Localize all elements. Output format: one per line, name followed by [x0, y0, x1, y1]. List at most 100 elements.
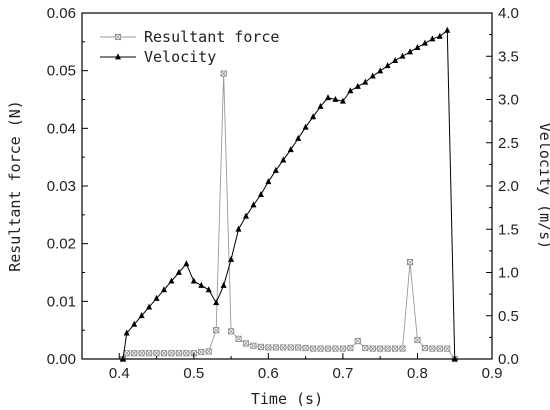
y-right-tick-label: 4.0: [498, 5, 519, 22]
data-point-velocity: [146, 303, 153, 310]
y-right-tick-label: 0.5: [498, 308, 519, 325]
y-axis-right-title: Velocity (m/s): [536, 123, 550, 249]
data-point-resultant-force: [280, 344, 287, 351]
data-point-resultant-force: [220, 70, 227, 77]
data-point-velocity: [414, 44, 421, 50]
data-point-resultant-force: [198, 349, 205, 356]
data-point-velocity: [354, 82, 361, 89]
data-point-velocity: [295, 134, 302, 141]
data-point-velocity: [131, 320, 138, 327]
legend-marker-triangle: [115, 53, 121, 60]
legend-marker-square: [114, 33, 122, 41]
data-point-resultant-force: [444, 345, 451, 352]
series-layer: [119, 26, 458, 363]
legend: Resultant force Velocity: [100, 28, 279, 66]
data-point-velocity: [377, 67, 384, 74]
data-point-resultant-force: [429, 345, 436, 352]
data-point-velocity: [161, 286, 167, 293]
data-point-velocity: [205, 286, 212, 293]
data-point-velocity: [153, 294, 160, 301]
data-point-velocity: [265, 178, 272, 185]
data-point-velocity: [436, 32, 443, 39]
data-point-velocity: [302, 123, 309, 130]
data-point-resultant-force: [213, 327, 220, 334]
data-point-velocity: [190, 277, 197, 284]
x-tick-label: 0.4: [109, 365, 130, 382]
data-point-velocity: [123, 329, 130, 336]
data-point-velocity: [369, 72, 376, 79]
data-point-velocity: [250, 201, 257, 208]
data-point-velocity: [421, 39, 428, 46]
data-point-resultant-force: [324, 345, 332, 352]
data-point-velocity: [325, 94, 331, 101]
data-point-resultant-force: [205, 348, 212, 355]
data-point-resultant-force: [146, 350, 153, 357]
data-point-resultant-force: [153, 350, 160, 357]
data-point-resultant-force: [183, 350, 190, 357]
x-axis-title: Time (s): [251, 390, 323, 408]
data-point-resultant-force: [175, 350, 182, 357]
data-point-velocity: [362, 78, 369, 85]
data-point-resultant-force: [332, 345, 339, 352]
y-left-tick-label: 0.06: [47, 5, 76, 22]
data-point-resultant-force: [317, 345, 324, 352]
data-point-resultant-force: [228, 328, 235, 335]
data-point-resultant-force: [421, 344, 428, 352]
data-point-resultant-force: [235, 335, 242, 342]
data-point-resultant-force: [257, 343, 264, 350]
y-right-tick-label: 2.5: [498, 135, 519, 152]
data-point-resultant-force: [131, 350, 138, 357]
data-point-velocity: [220, 281, 227, 288]
data-point-resultant-force: [377, 345, 384, 352]
data-point-resultant-force: [168, 350, 175, 357]
data-point-resultant-force: [272, 344, 279, 351]
x-tick-label: 0.8: [407, 365, 428, 382]
data-point-velocity: [444, 26, 451, 33]
data-point-resultant-force: [265, 344, 272, 351]
data-point-velocity: [168, 277, 175, 284]
data-point-resultant-force: [138, 350, 145, 357]
data-point-velocity: [213, 299, 220, 306]
y-right-tick-label: 1.5: [498, 221, 519, 238]
y-right-tick-label: 3.0: [498, 92, 519, 109]
data-point-resultant-force: [160, 350, 168, 357]
legend-label-resultant-force: Resultant force: [144, 28, 279, 46]
data-point-velocity: [429, 35, 436, 42]
data-point-resultant-force: [347, 344, 354, 352]
data-point-resultant-force: [392, 345, 399, 352]
y-left-tick-label: 0.04: [47, 120, 76, 137]
data-point-velocity: [347, 87, 354, 94]
x-tick-label: 0.5: [183, 365, 204, 382]
y-left-tick-label: 0.02: [47, 236, 76, 253]
y-right-tick-label: 3.5: [498, 48, 519, 65]
data-point-resultant-force: [362, 344, 369, 352]
y-right-tick-label: 2.0: [498, 178, 519, 195]
data-point-resultant-force: [295, 344, 302, 351]
data-point-velocity: [235, 225, 242, 232]
data-point-resultant-force: [287, 344, 294, 351]
data-point-velocity: [138, 312, 145, 319]
data-point-resultant-force: [399, 345, 406, 352]
data-point-velocity: [310, 113, 317, 120]
data-point-velocity: [228, 255, 235, 262]
legend-marker-velocity: [115, 53, 121, 60]
x-tick-label: 0.9: [482, 365, 503, 382]
y-right-tick-label: 0.0: [498, 351, 519, 368]
series-markers-resultant-force: [119, 70, 458, 363]
y-right-tick-label: 1.0: [498, 265, 519, 282]
data-point-velocity: [183, 260, 190, 267]
y-left-tick-label: 0.03: [47, 178, 76, 195]
ticks-layer: 0.4 0.5 0.6 0.7 0.8 0.9 0.00 0.01 0.02 0.03 0.04 0.…: [47, 5, 519, 382]
data-point-resultant-force: [123, 350, 130, 357]
data-point-resultant-force: [436, 345, 443, 352]
data-point-velocity: [392, 56, 399, 63]
x-tick-label: 0.7: [332, 365, 353, 382]
data-point-velocity: [257, 191, 264, 198]
data-point-resultant-force: [384, 345, 391, 352]
data-point-velocity: [175, 268, 182, 275]
data-point-resultant-force: [414, 336, 421, 344]
y-axis-left-title: Resultant force (N): [6, 100, 24, 272]
data-point-resultant-force: [242, 340, 250, 347]
data-point-resultant-force: [250, 342, 257, 349]
data-point-resultant-force: [310, 345, 317, 352]
